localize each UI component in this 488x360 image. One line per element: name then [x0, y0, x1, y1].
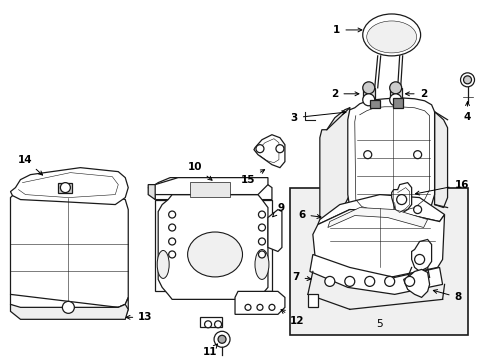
Polygon shape: [235, 291, 285, 314]
Polygon shape: [312, 210, 444, 278]
Circle shape: [60, 183, 70, 193]
Text: 12: 12: [281, 310, 304, 326]
Text: 2: 2: [330, 89, 358, 99]
Polygon shape: [155, 177, 271, 199]
Circle shape: [258, 211, 265, 218]
Circle shape: [362, 82, 374, 94]
Circle shape: [384, 276, 394, 287]
Bar: [190, 181, 229, 197]
Polygon shape: [10, 195, 128, 307]
Polygon shape: [148, 185, 155, 199]
Text: 11: 11: [203, 344, 217, 357]
Text: 1: 1: [332, 25, 361, 35]
Text: 8: 8: [432, 289, 461, 302]
Polygon shape: [158, 199, 267, 291]
Circle shape: [389, 94, 401, 106]
Circle shape: [258, 251, 265, 258]
Polygon shape: [392, 98, 402, 108]
Text: 6: 6: [298, 210, 320, 220]
Text: 2: 2: [405, 89, 426, 99]
Polygon shape: [309, 255, 442, 294]
Text: 5: 5: [376, 319, 382, 329]
Text: 9: 9: [272, 203, 285, 217]
Ellipse shape: [157, 251, 169, 278]
Polygon shape: [434, 112, 447, 208]
Polygon shape: [307, 294, 317, 307]
Polygon shape: [369, 100, 379, 108]
Polygon shape: [267, 210, 282, 252]
Circle shape: [463, 76, 470, 84]
Polygon shape: [10, 304, 128, 319]
Polygon shape: [319, 108, 349, 225]
Circle shape: [204, 321, 211, 328]
Circle shape: [168, 238, 175, 245]
Text: 4: 4: [463, 102, 470, 122]
Text: 7: 7: [292, 273, 310, 282]
Polygon shape: [389, 88, 401, 100]
Circle shape: [344, 276, 354, 287]
Circle shape: [363, 151, 371, 159]
Circle shape: [460, 73, 473, 87]
Polygon shape: [258, 199, 271, 291]
Text: 3: 3: [290, 111, 345, 123]
Circle shape: [62, 301, 74, 313]
Circle shape: [362, 94, 374, 106]
Circle shape: [218, 335, 225, 343]
Ellipse shape: [366, 21, 416, 53]
Polygon shape: [148, 177, 267, 195]
Circle shape: [257, 304, 263, 310]
Polygon shape: [317, 195, 444, 225]
Circle shape: [244, 304, 250, 310]
Circle shape: [275, 145, 284, 153]
Polygon shape: [327, 208, 427, 228]
Circle shape: [389, 82, 401, 94]
Bar: [289, 188, 467, 335]
Text: 10: 10: [187, 162, 212, 180]
Ellipse shape: [362, 14, 420, 56]
Text: 16: 16: [415, 180, 468, 195]
Polygon shape: [10, 294, 128, 317]
Circle shape: [258, 238, 265, 245]
Polygon shape: [200, 317, 222, 327]
Polygon shape: [10, 168, 128, 204]
Polygon shape: [391, 183, 411, 215]
Polygon shape: [155, 199, 168, 291]
Polygon shape: [411, 239, 431, 271]
Polygon shape: [347, 98, 434, 221]
Circle shape: [364, 276, 374, 287]
Polygon shape: [253, 135, 285, 168]
Circle shape: [214, 331, 229, 347]
Circle shape: [168, 224, 175, 231]
Circle shape: [404, 276, 414, 287]
Circle shape: [413, 206, 421, 213]
Ellipse shape: [254, 249, 268, 279]
Circle shape: [414, 255, 424, 265]
Circle shape: [396, 195, 406, 204]
Text: 13: 13: [126, 312, 152, 322]
Circle shape: [168, 211, 175, 218]
Circle shape: [258, 224, 265, 231]
Circle shape: [214, 321, 221, 328]
Circle shape: [413, 151, 421, 159]
Text: 14: 14: [18, 155, 42, 175]
Polygon shape: [362, 88, 374, 100]
Polygon shape: [58, 183, 72, 193]
Polygon shape: [158, 195, 267, 300]
Circle shape: [268, 304, 274, 310]
Circle shape: [168, 251, 175, 258]
Text: 15: 15: [240, 170, 264, 185]
Circle shape: [255, 145, 264, 153]
Polygon shape: [403, 269, 429, 297]
Ellipse shape: [187, 232, 242, 277]
Circle shape: [324, 276, 334, 287]
